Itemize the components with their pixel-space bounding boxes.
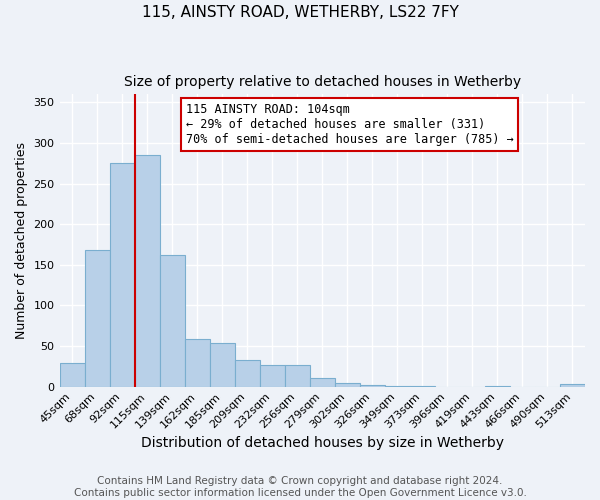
Bar [59, 363, 85, 386]
Bar [285, 366, 310, 386]
Bar [335, 382, 360, 386]
Bar [310, 378, 335, 386]
Title: Size of property relative to detached houses in Wetherby: Size of property relative to detached ho… [124, 75, 521, 89]
Bar [209, 343, 235, 386]
X-axis label: Distribution of detached houses by size in Wetherby: Distribution of detached houses by size … [141, 436, 504, 450]
Bar [110, 164, 134, 386]
Text: Contains HM Land Registry data © Crown copyright and database right 2024.
Contai: Contains HM Land Registry data © Crown c… [74, 476, 526, 498]
Y-axis label: Number of detached properties: Number of detached properties [15, 142, 28, 339]
Bar [560, 384, 585, 386]
Bar [360, 385, 385, 386]
Bar [185, 338, 209, 386]
Text: 115, AINSTY ROAD, WETHERBY, LS22 7FY: 115, AINSTY ROAD, WETHERBY, LS22 7FY [142, 5, 458, 20]
Text: 115 AINSTY ROAD: 104sqm
← 29% of detached houses are smaller (331)
70% of semi-d: 115 AINSTY ROAD: 104sqm ← 29% of detache… [185, 103, 514, 146]
Bar [134, 155, 160, 386]
Bar [260, 366, 285, 386]
Bar [160, 255, 185, 386]
Bar [235, 360, 260, 386]
Bar [85, 250, 110, 386]
